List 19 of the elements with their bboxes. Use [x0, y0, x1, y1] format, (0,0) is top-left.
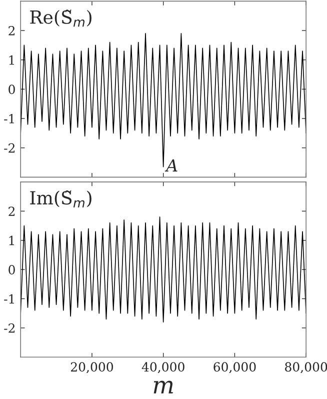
x-tick-label: 80,000	[285, 362, 327, 374]
y-tick-label: 1	[9, 55, 14, 65]
x-tick-label: 20,000	[70, 362, 114, 374]
y-tick-label: -2	[4, 143, 15, 153]
y-tick-label: 2	[8, 26, 15, 36]
x-tick-label: 40,000	[142, 362, 184, 374]
y-tick-label: -1	[4, 294, 14, 304]
y-tick-label: 1	[9, 236, 14, 246]
y-tick-label: -1	[4, 114, 14, 124]
x-axis-title: m	[154, 380, 173, 394]
y-tick-label: 0	[8, 84, 15, 94]
chart-title: Im(S̃$_{m}$)	[30, 190, 92, 208]
y-tick-label: 2	[8, 206, 15, 216]
y-tick-label: 0	[8, 264, 15, 274]
y-tick-label: -2	[4, 323, 15, 333]
annotation: A	[164, 159, 178, 172]
chart-title: Re(S̃$_{m}$)	[30, 10, 92, 27]
x-tick-label: 60,000	[214, 362, 256, 374]
line-series	[20, 216, 306, 322]
